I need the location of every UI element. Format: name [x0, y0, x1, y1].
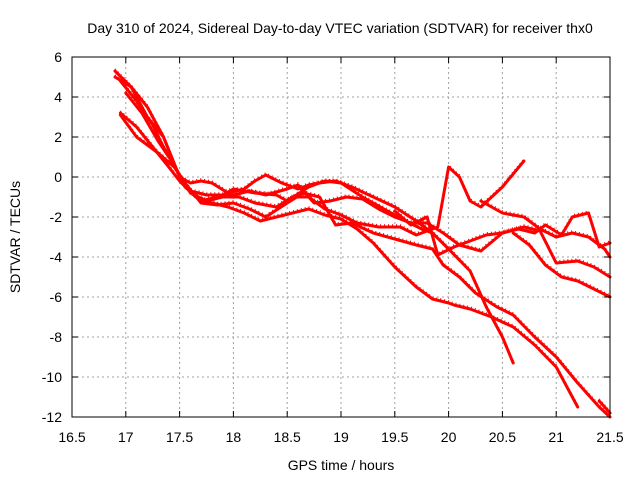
- series-line-track-d: [118, 111, 580, 409]
- y-tick-label: 2: [54, 129, 62, 145]
- series-markers-track-d: [119, 110, 579, 406]
- y-axis-label: SDTVAR / TECUs: [7, 181, 23, 293]
- chart-title: Day 310 of 2024, Sidereal Day-to-day VTE…: [87, 20, 593, 36]
- x-tick-label: 20: [441, 429, 457, 445]
- y-tick-label: 6: [54, 49, 62, 65]
- x-tick-label: 18: [226, 429, 242, 445]
- series-line-track-g: [393, 209, 612, 257]
- y-tick-label: 0: [54, 169, 62, 185]
- series-markers-track-c: [119, 78, 525, 234]
- y-tick-label: -2: [50, 209, 63, 225]
- series-line-track-h: [479, 199, 612, 259]
- y-tick-label: -12: [42, 409, 62, 425]
- series-line-track-e: [118, 113, 612, 419]
- x-tick-label: 19: [333, 429, 349, 445]
- series-line-track-j: [597, 399, 612, 415]
- series-markers-track-h: [480, 198, 611, 256]
- x-tick-label: 16.5: [58, 429, 85, 445]
- x-tick-label: 19.5: [381, 429, 408, 445]
- series-markers-track-j: [598, 398, 611, 412]
- y-tick-label: 4: [54, 89, 62, 105]
- series-group: [113, 68, 612, 419]
- axis-ticks: 16.5 17 17.5 18 18.5 19 19.5 20 20.5 21 21.5-12-10…: [42, 49, 624, 445]
- series-line-track-f: [124, 91, 612, 279]
- x-tick-label: 18.5: [274, 429, 301, 445]
- x-tick-label: 21: [548, 429, 564, 445]
- series-line-track-i: [511, 231, 612, 299]
- series-line-track-c: [118, 79, 526, 237]
- x-tick-label: 21.5: [596, 429, 623, 445]
- x-axis-label: GPS time / hours: [288, 457, 395, 473]
- grid: [72, 57, 610, 417]
- x-tick-label: 20.5: [489, 429, 516, 445]
- y-tick-label: -6: [50, 289, 63, 305]
- x-tick-label: 17: [118, 429, 134, 445]
- series-markers-track-a: [114, 68, 514, 362]
- x-tick-label: 17.5: [166, 429, 193, 445]
- y-tick-label: -4: [50, 249, 63, 265]
- series-markers-track-i: [512, 230, 611, 296]
- y-tick-label: -8: [50, 329, 63, 345]
- series-markers-track-e: [119, 112, 611, 416]
- y-tick-label: -10: [42, 369, 62, 385]
